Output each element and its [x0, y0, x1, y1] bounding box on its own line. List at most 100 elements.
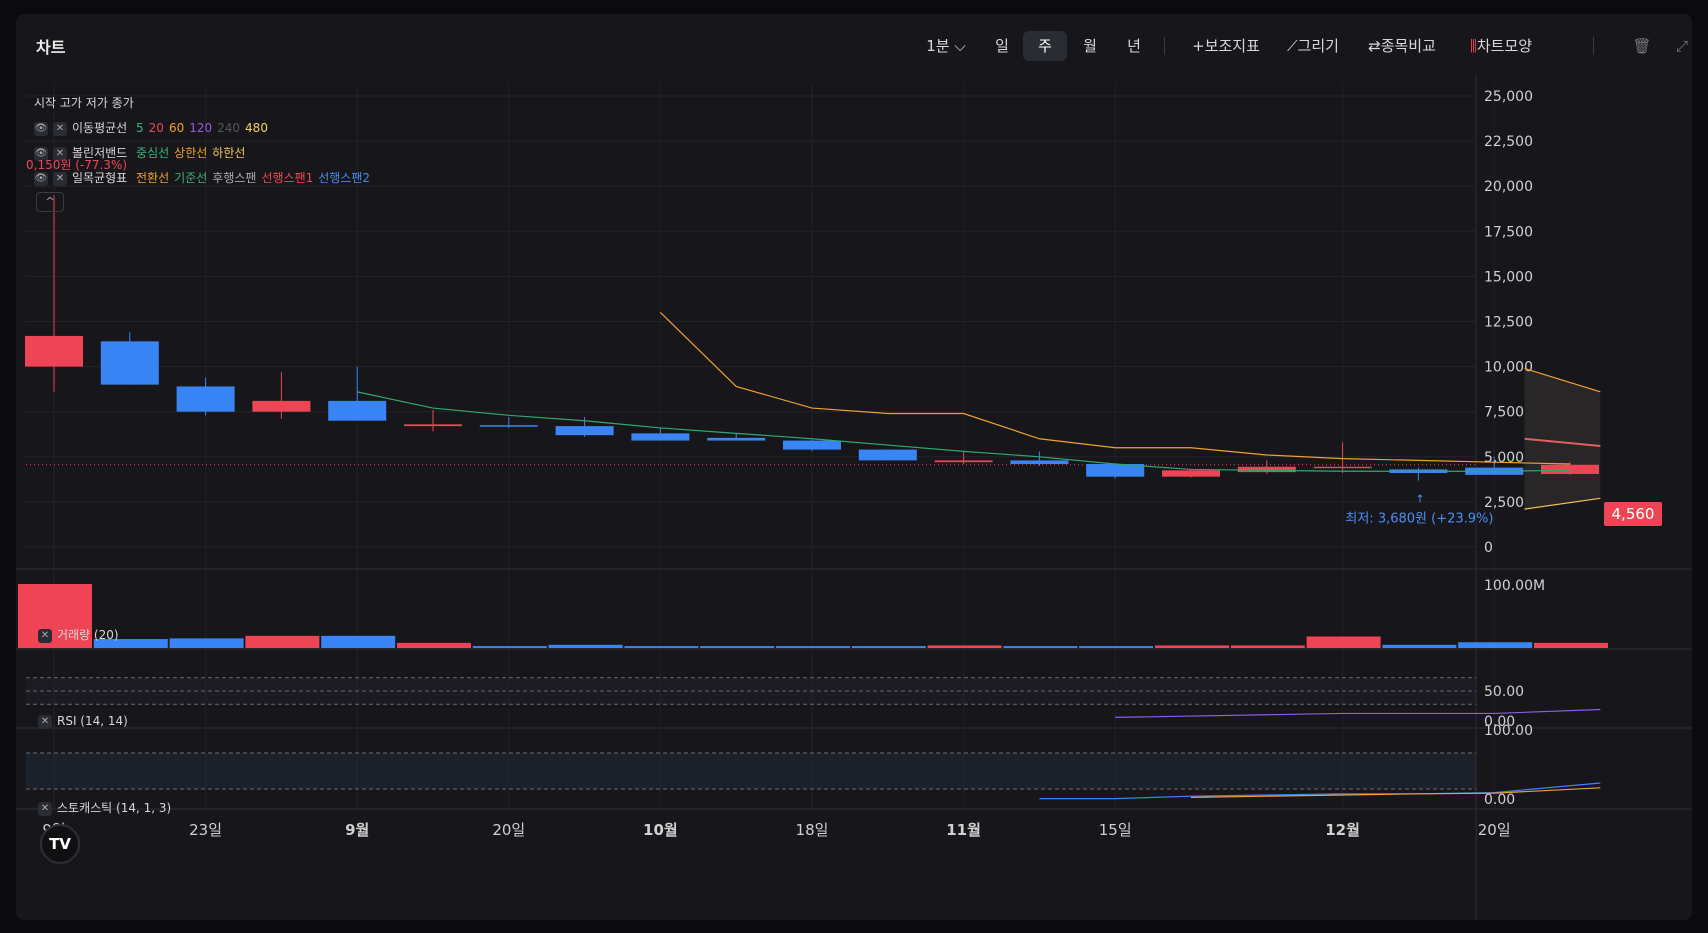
candle-body [555, 426, 614, 436]
close-icon[interactable]: ✕ [53, 121, 67, 136]
volume-bar [169, 638, 244, 648]
ma-period-2: 60 [168, 121, 185, 135]
visibility-icon[interactable]: 👁 [34, 146, 48, 161]
volume-bar [18, 584, 92, 648]
chart-style-button[interactable]: ⫼차트모양 [1469, 37, 1533, 55]
volume-bar [1155, 645, 1229, 648]
volume-bar [1534, 642, 1608, 648]
ichimoku-cloud [1524, 368, 1601, 510]
last-price-tag: 4,560 [1604, 502, 1662, 526]
ichimoku-span-line [1524, 367, 1601, 393]
volume-bar [1079, 646, 1154, 648]
candle-body [25, 335, 83, 367]
price-chart[interactable]: 25,000 22,500 20,000 17,500 15,000 12,500 10,0… [16, 14, 1692, 920]
ma-legend: 👁 ✕ 이동평균선 5 20 60 120 240 480 [34, 121, 268, 136]
y-tick-label: 5,000 [1484, 450, 1524, 466]
close-icon[interactable]: ✕ [38, 801, 52, 816]
interval-dropdown[interactable]: 1분 ⌵ [926, 37, 966, 55]
y-tick-label: 2,500 [1484, 495, 1524, 511]
rsi-pane-label: ✕ RSI (14, 14) [38, 714, 128, 729]
candle-body [176, 386, 235, 412]
bollinger-item-1: 상한선 [174, 146, 208, 160]
period-year-tab[interactable]: 년 [1127, 37, 1141, 55]
ma-period-1: 20 [148, 121, 164, 135]
close-icon[interactable]: ✕ [53, 146, 67, 161]
x-tick-label: 10월 [643, 821, 678, 839]
rsi-axis-label: 50.00 [1484, 684, 1524, 700]
x-tick-label: 20일 [1478, 821, 1511, 839]
candle-body [1541, 464, 1599, 474]
stochastic-d-line [1190, 787, 1601, 798]
x-tick-label: 23일 [189, 821, 222, 839]
candle-body [631, 433, 690, 441]
visibility-icon[interactable]: 👁 [34, 121, 48, 136]
ichimoku-item-2: 후행스팬 [212, 171, 257, 185]
candle-body [328, 400, 387, 421]
x-tick-label: 15일 [1099, 821, 1132, 839]
expand-icon[interactable]: ⤢ [1675, 37, 1688, 55]
y-tick-label: 20,000 [1484, 179, 1533, 195]
candle-body [1086, 464, 1145, 477]
stochastic-pane-label: ✕ 스토캐스틱 (14, 1, 3) [38, 799, 171, 816]
period-day-tab[interactable]: 일 [995, 37, 1009, 55]
candle-body [707, 437, 766, 441]
candle-body [934, 460, 993, 463]
y-tick-label: 17,500 [1484, 224, 1533, 240]
ichimoku-legend: 👁 ✕ 일목균형표 전환선 기준선 후행스팬 선행스팬1 선행스팬2 [34, 171, 371, 186]
compare-button[interactable]: ⇄종목비교 [1368, 37, 1436, 55]
bollinger-item-0: 중심선 [136, 146, 170, 160]
volume-bar [321, 635, 396, 648]
draw-button[interactable]: ⟋그리기 [1287, 37, 1339, 55]
ma-period-0: 5 [136, 121, 144, 135]
trash-icon[interactable]: 🗑 [1632, 37, 1652, 55]
page-title: 차트 [36, 38, 66, 57]
volume-bar [245, 635, 320, 648]
ohlc-legend: 시작 고가 저가 종가 [34, 96, 134, 110]
ichimoku-item-4: 선행스팬2 [318, 171, 371, 185]
bollinger-item-2: 하한선 [212, 146, 246, 160]
low-marker-label: 최저: 3,680원 (+23.9%) [1345, 512, 1493, 527]
y-tick-label: 10,000 [1484, 360, 1533, 376]
volume-bar [1230, 645, 1305, 648]
candle-body [404, 424, 462, 427]
visibility-icon[interactable]: 👁 [34, 171, 48, 186]
ichimoku-item-3: 선행스팬1 [261, 171, 314, 185]
y-tick-label: 22,500 [1484, 134, 1533, 150]
ma-period-4: 240 [217, 121, 241, 135]
volume-bar [472, 646, 547, 648]
rsi-axis-label: 0.00 [1484, 714, 1515, 730]
compare-icon: ⇄ [1368, 37, 1381, 55]
period-week-tab[interactable]: 주 [1023, 31, 1067, 61]
close-icon[interactable]: ✕ [38, 628, 52, 643]
x-tick-label: 9월 [345, 821, 369, 839]
ichimoku-item-1: 기준선 [174, 171, 208, 185]
bollinger-legend: 👁 ✕ 볼린저밴드 중심선 상한선 하한선 [34, 146, 246, 161]
ma-line [357, 391, 1571, 472]
indicator-button[interactable]: +보조지표 [1192, 37, 1260, 55]
volume-bar [93, 639, 168, 648]
candle-body [1162, 470, 1220, 477]
period-month-tab[interactable]: 월 [1083, 37, 1097, 55]
close-icon[interactable]: ✕ [38, 714, 52, 729]
rsi-line [1115, 708, 1601, 718]
ichimoku-item-0: 전환선 [136, 171, 170, 185]
candle-style-icon: ⫼ [1469, 37, 1477, 55]
high-marker-label: 0,150원 (-77.3%) [26, 158, 128, 172]
collapse-legend-button[interactable]: ^ [36, 192, 64, 212]
ma-period-5: 480 [245, 121, 268, 135]
chart-window: 차트 1분 ⌵ 일 주 월 년 +보조지표 ⟋그리기 ⇄종목비교 ⫼차트모양 🗑… [16, 14, 1692, 920]
volume-bar [700, 646, 775, 648]
y-tick-label: 7,500 [1484, 405, 1524, 421]
volume-bar [1003, 646, 1078, 648]
tradingview-logo-icon[interactable]: TV [40, 824, 80, 864]
draw-icon: ⟋ [1287, 37, 1298, 55]
volume-bar [1458, 642, 1533, 648]
close-icon[interactable]: ✕ [53, 171, 67, 186]
bollinger-lower-line [1524, 497, 1601, 510]
stochastic-axis-label: 0.00 [1484, 792, 1515, 808]
stochastic-axis-label: 100.00 [1484, 723, 1533, 739]
volume-bar [776, 646, 850, 648]
ichimoku-span1-line [1524, 437, 1601, 447]
chevron-down-icon: ⌵ [949, 37, 966, 55]
ma-period-3: 120 [189, 121, 213, 135]
